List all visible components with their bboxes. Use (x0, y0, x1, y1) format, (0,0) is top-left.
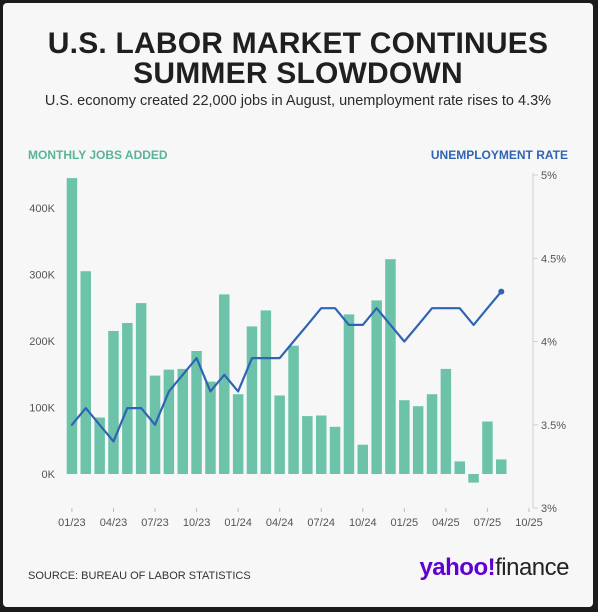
bar-05/24 (288, 345, 299, 474)
bars (66, 178, 507, 483)
bar-10/23 (191, 351, 202, 474)
bar-01/23 (66, 178, 78, 474)
bar-05/25 (454, 461, 465, 474)
bar-06/25 (468, 474, 479, 483)
x-tick-label: 04/24 (266, 517, 294, 529)
bar-02/23 (80, 271, 91, 474)
x-tick-label: 01/23 (58, 517, 86, 529)
x-tick-label: 10/25 (515, 517, 543, 529)
bar-03/25 (426, 394, 438, 474)
bar-06/24 (302, 416, 313, 474)
x-axis-ticks: 01/23 04/23 07/23 10/23 01/24 04/24 07/24 10/24… (58, 508, 543, 529)
bar-01/25 (399, 400, 410, 474)
x-tick-label: 01/24 (224, 517, 252, 529)
left-tick-label: 0K (42, 469, 56, 481)
bar-03/24 (260, 310, 272, 474)
source-note: SOURCE: BUREAU OF LABOR STATISTICS (28, 570, 251, 582)
bar-04/24 (274, 395, 285, 474)
bar-06/23 (135, 303, 147, 474)
right-axis-ticks: 3% 3.5% 4% 4.5% 5% (533, 170, 566, 515)
yahoo-finance-logo: yahoo!finance (419, 554, 569, 582)
title-line-2: SUMMER SLOWDOWN (133, 57, 463, 90)
x-tick-label: 04/25 (432, 517, 460, 529)
right-axis-title: UNEMPLOYMENT RATE (430, 148, 568, 162)
bar-10/24 (357, 444, 368, 474)
bar-08/25 (496, 459, 507, 474)
x-tick-label: 07/23 (141, 517, 169, 529)
left-tick-label: 100K (29, 403, 55, 415)
bar-02/25 (412, 406, 424, 474)
right-tick-label: 3.5% (541, 420, 566, 432)
left-tick-label: 300K (29, 270, 55, 282)
left-tick-label: 200K (29, 336, 55, 348)
right-tick-label: 4.5% (541, 253, 566, 265)
bar-07/24 (316, 415, 327, 474)
bar-03/23 (94, 417, 105, 474)
logo-yahoo: yahoo! (419, 554, 496, 581)
bar-04/23 (108, 331, 119, 474)
x-tick-label: 07/25 (474, 517, 502, 529)
unemployment-line (70, 288, 505, 443)
left-axis-title: MONTHLY JOBS ADDED (28, 148, 168, 162)
logo-finance: finance (495, 554, 569, 581)
left-tick-label: 400K (29, 203, 55, 215)
bar-12/23 (219, 294, 230, 474)
chart-title: U.S. LABOR MARKET CONTINUES SUMMER SLOWD… (3, 29, 593, 89)
x-tick-label: 10/24 (349, 517, 377, 529)
bar-02/24 (246, 326, 258, 474)
left-axis-ticks: 0K 100K 200K 300K 400K (29, 203, 55, 481)
bar-09/23 (177, 368, 188, 474)
bar-11/23 (205, 381, 216, 474)
x-tick-label: 01/25 (391, 517, 419, 529)
chart-subtitle: U.S. economy created 22,000 jobs in Augu… (44, 93, 552, 109)
x-tick-label: 04/23 (100, 517, 128, 529)
bar-12/24 (385, 259, 396, 474)
bar-01/24 (232, 394, 244, 474)
bar-08/24 (329, 426, 341, 474)
bar-08/23 (163, 369, 175, 474)
bar-09/24 (343, 314, 355, 474)
latest-rate-marker (498, 288, 505, 295)
right-tick-label: 3% (541, 503, 557, 515)
right-tick-label: 4% (541, 337, 557, 349)
x-tick-label: 10/23 (183, 517, 211, 529)
bar-07/25 (482, 421, 493, 474)
unemployment-rate-line (70, 290, 503, 443)
infographic-card: U.S. LABOR MARKET CONTINUES SUMMER SLOWD… (3, 3, 593, 607)
bar-05/23 (122, 323, 133, 474)
bar-11/24 (371, 300, 382, 474)
bar-04/25 (440, 368, 452, 474)
right-tick-label: 5% (541, 170, 557, 182)
x-tick-label: 07/24 (307, 517, 335, 529)
title-line-1: U.S. LABOR MARKET CONTINUES (47, 27, 549, 60)
